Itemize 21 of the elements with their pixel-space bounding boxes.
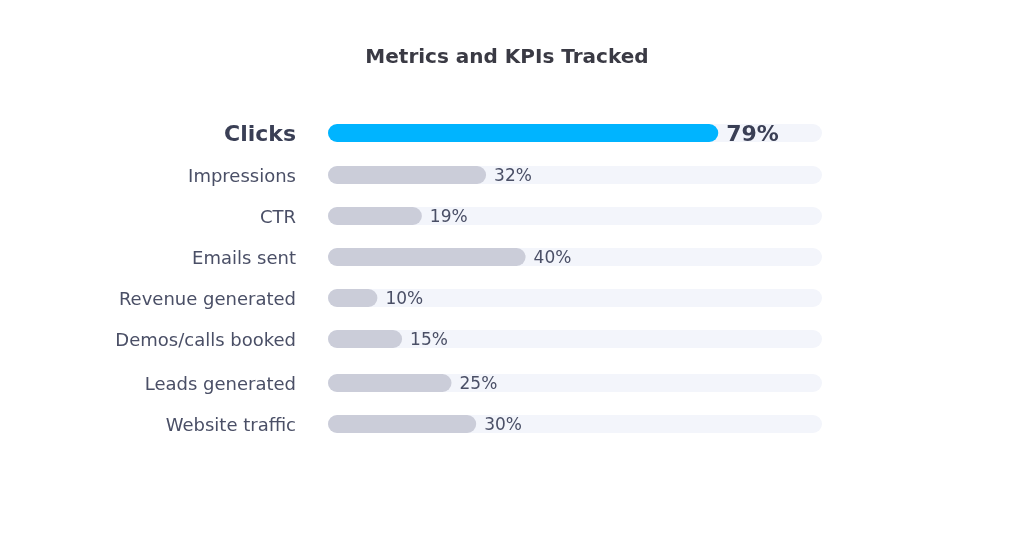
y-tick-label: Impressions — [188, 164, 296, 186]
bar — [328, 374, 452, 392]
data-label: 10% — [385, 288, 424, 308]
data-label: 30% — [484, 414, 522, 434]
y-tick-label: Leads generated — [144, 372, 296, 394]
bar — [328, 289, 378, 307]
y-tick-label: CTR — [259, 205, 296, 227]
data-label: 15% — [410, 329, 448, 349]
chart-title: Metrics and KPIs Tracked — [365, 44, 649, 68]
data-label: 25% — [459, 373, 498, 393]
y-tick-label: Website traffic — [165, 413, 296, 435]
y-tick-label: Demos/calls booked — [115, 328, 296, 350]
data-label: 40% — [533, 247, 572, 267]
y-tick-label: Emails sent — [192, 246, 296, 268]
y-tick-label: Revenue generated — [118, 287, 296, 309]
bar — [328, 330, 403, 348]
data-label: 79% — [726, 120, 779, 146]
data-label: 32% — [494, 165, 532, 185]
y-tick-label: Clicks — [224, 120, 296, 146]
data-label: 19% — [429, 206, 468, 226]
bar — [328, 207, 422, 225]
